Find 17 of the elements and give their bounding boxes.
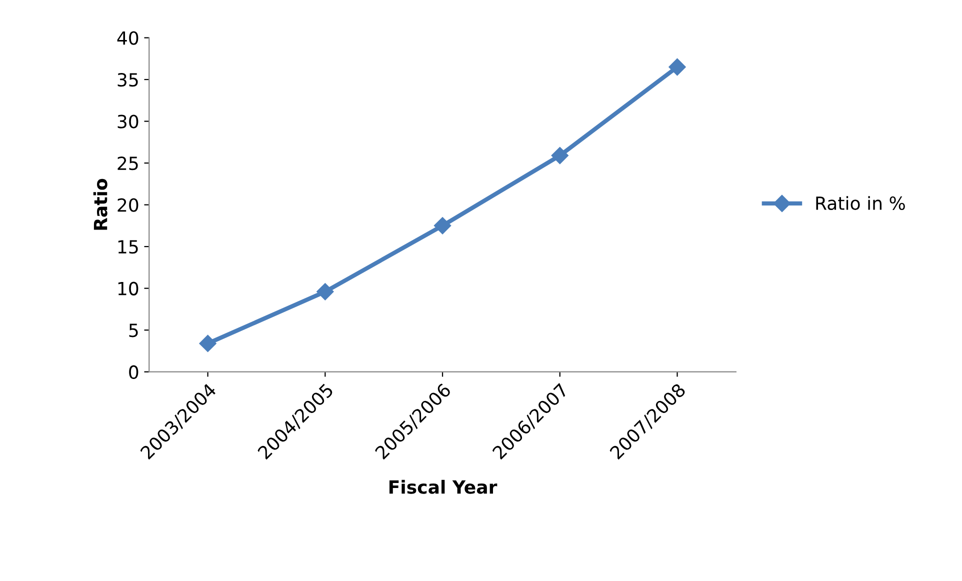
x-axis-title: Fiscal Year [389,480,498,494]
y-tick-label: 40 [117,31,138,45]
point [434,217,452,234]
point [551,146,568,164]
legend-label: Ratio in % [816,196,905,210]
y-tick-label: 20 [118,198,138,212]
y-tick-label: 25 [118,156,138,170]
point [316,283,334,300]
y-tick-label: 15 [118,240,138,254]
y-tick-label: 10 [118,282,138,296]
y-tick-label: 35 [118,72,138,87]
y-tick-label: 30 [118,114,138,128]
y-axis-title: Ratio [93,178,108,230]
point [199,334,216,352]
y-tick-label: 5 [129,324,138,338]
point [668,58,686,76]
y-tick-label: 0 [129,365,138,379]
